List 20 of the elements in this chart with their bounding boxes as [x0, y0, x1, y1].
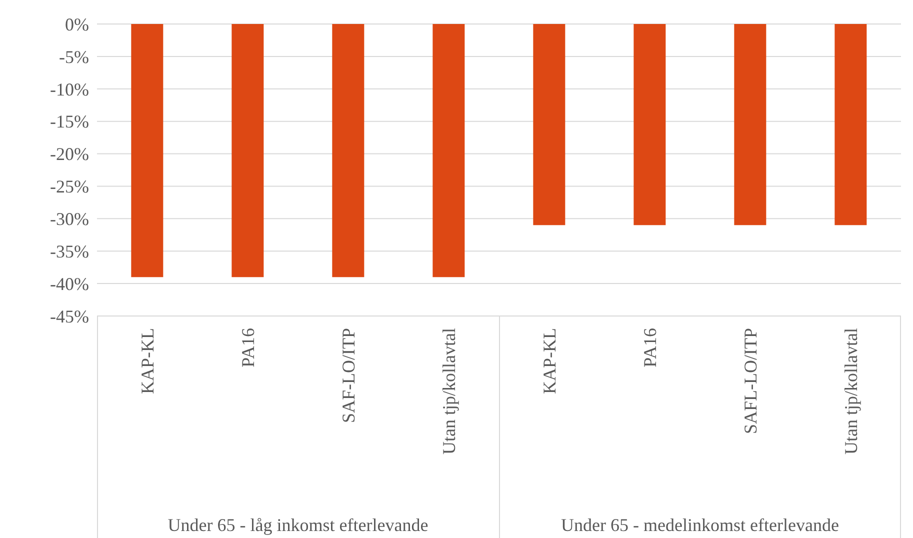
- y-tick-label: -15%: [50, 112, 89, 132]
- text: Under 65 - medelinkomst efterlevande: [560, 514, 840, 536]
- x-tick-label: PA16: [640, 328, 660, 368]
- y-tick-label: -10%: [50, 79, 89, 100]
- y-tick-label: 0%: [65, 14, 89, 34]
- y-tick-label: -20%: [50, 144, 89, 164]
- x-tick-label: Utan tjp/kollavtal: [439, 328, 460, 454]
- x-tick-label: Utan tjp/kollavtal: [841, 328, 862, 454]
- x-tick-label: PA16: [238, 328, 258, 368]
- x-tick-label: SAFL-LO/ITP: [740, 328, 761, 434]
- y-tick-label: -45%: [50, 306, 89, 326]
- y-tick-label: -5%: [59, 46, 89, 67]
- x-tick-label: KAP-KL: [138, 328, 158, 394]
- y-tick-label: -30%: [50, 209, 89, 230]
- x-tick-label: SAF-LO/ITP: [338, 328, 359, 424]
- y-tick-label: -40%: [50, 274, 89, 294]
- text: Under 65 - låg inkomst efterlevande: [166, 514, 430, 536]
- x-tick-label: KAP-KL: [540, 328, 560, 394]
- y-tick-label: -25%: [50, 176, 89, 197]
- y-tick-label: -35%: [50, 242, 89, 262]
